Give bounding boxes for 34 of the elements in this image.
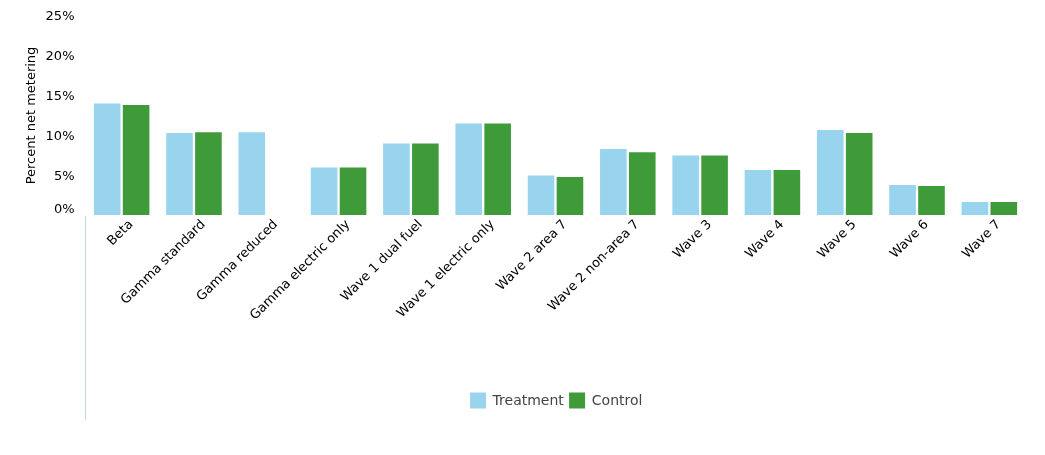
bar [961,201,989,215]
bar [845,133,873,215]
bar [889,185,916,215]
bar [744,169,772,215]
bar [122,105,150,215]
bar [600,149,627,215]
bar [918,185,945,215]
y-axis-title: Percent net metering [22,46,38,185]
y-tick-label: 25% [45,8,75,23]
bar [93,103,121,215]
bar [990,201,1018,215]
bar [628,152,656,215]
y-tick-label: 0% [53,200,75,216]
y-tick-label: 20% [45,48,75,63]
bar [672,155,699,215]
bar [412,143,439,215]
bar [238,132,266,215]
bar [383,143,410,215]
bar [310,167,338,215]
bar [195,132,222,215]
bar [773,169,801,215]
y-tick-label: 15% [45,88,75,103]
legend-label: Treatment [492,392,564,408]
legend-label: Control [591,392,643,408]
y-tick-label: 5% [53,168,75,183]
bar [455,123,483,215]
bar [556,177,584,215]
bar [527,175,555,215]
bar [339,167,367,215]
bar [166,133,193,215]
bar [816,129,844,215]
y-tick-label: 10% [45,128,75,143]
bar [484,123,511,215]
bar [701,155,728,215]
